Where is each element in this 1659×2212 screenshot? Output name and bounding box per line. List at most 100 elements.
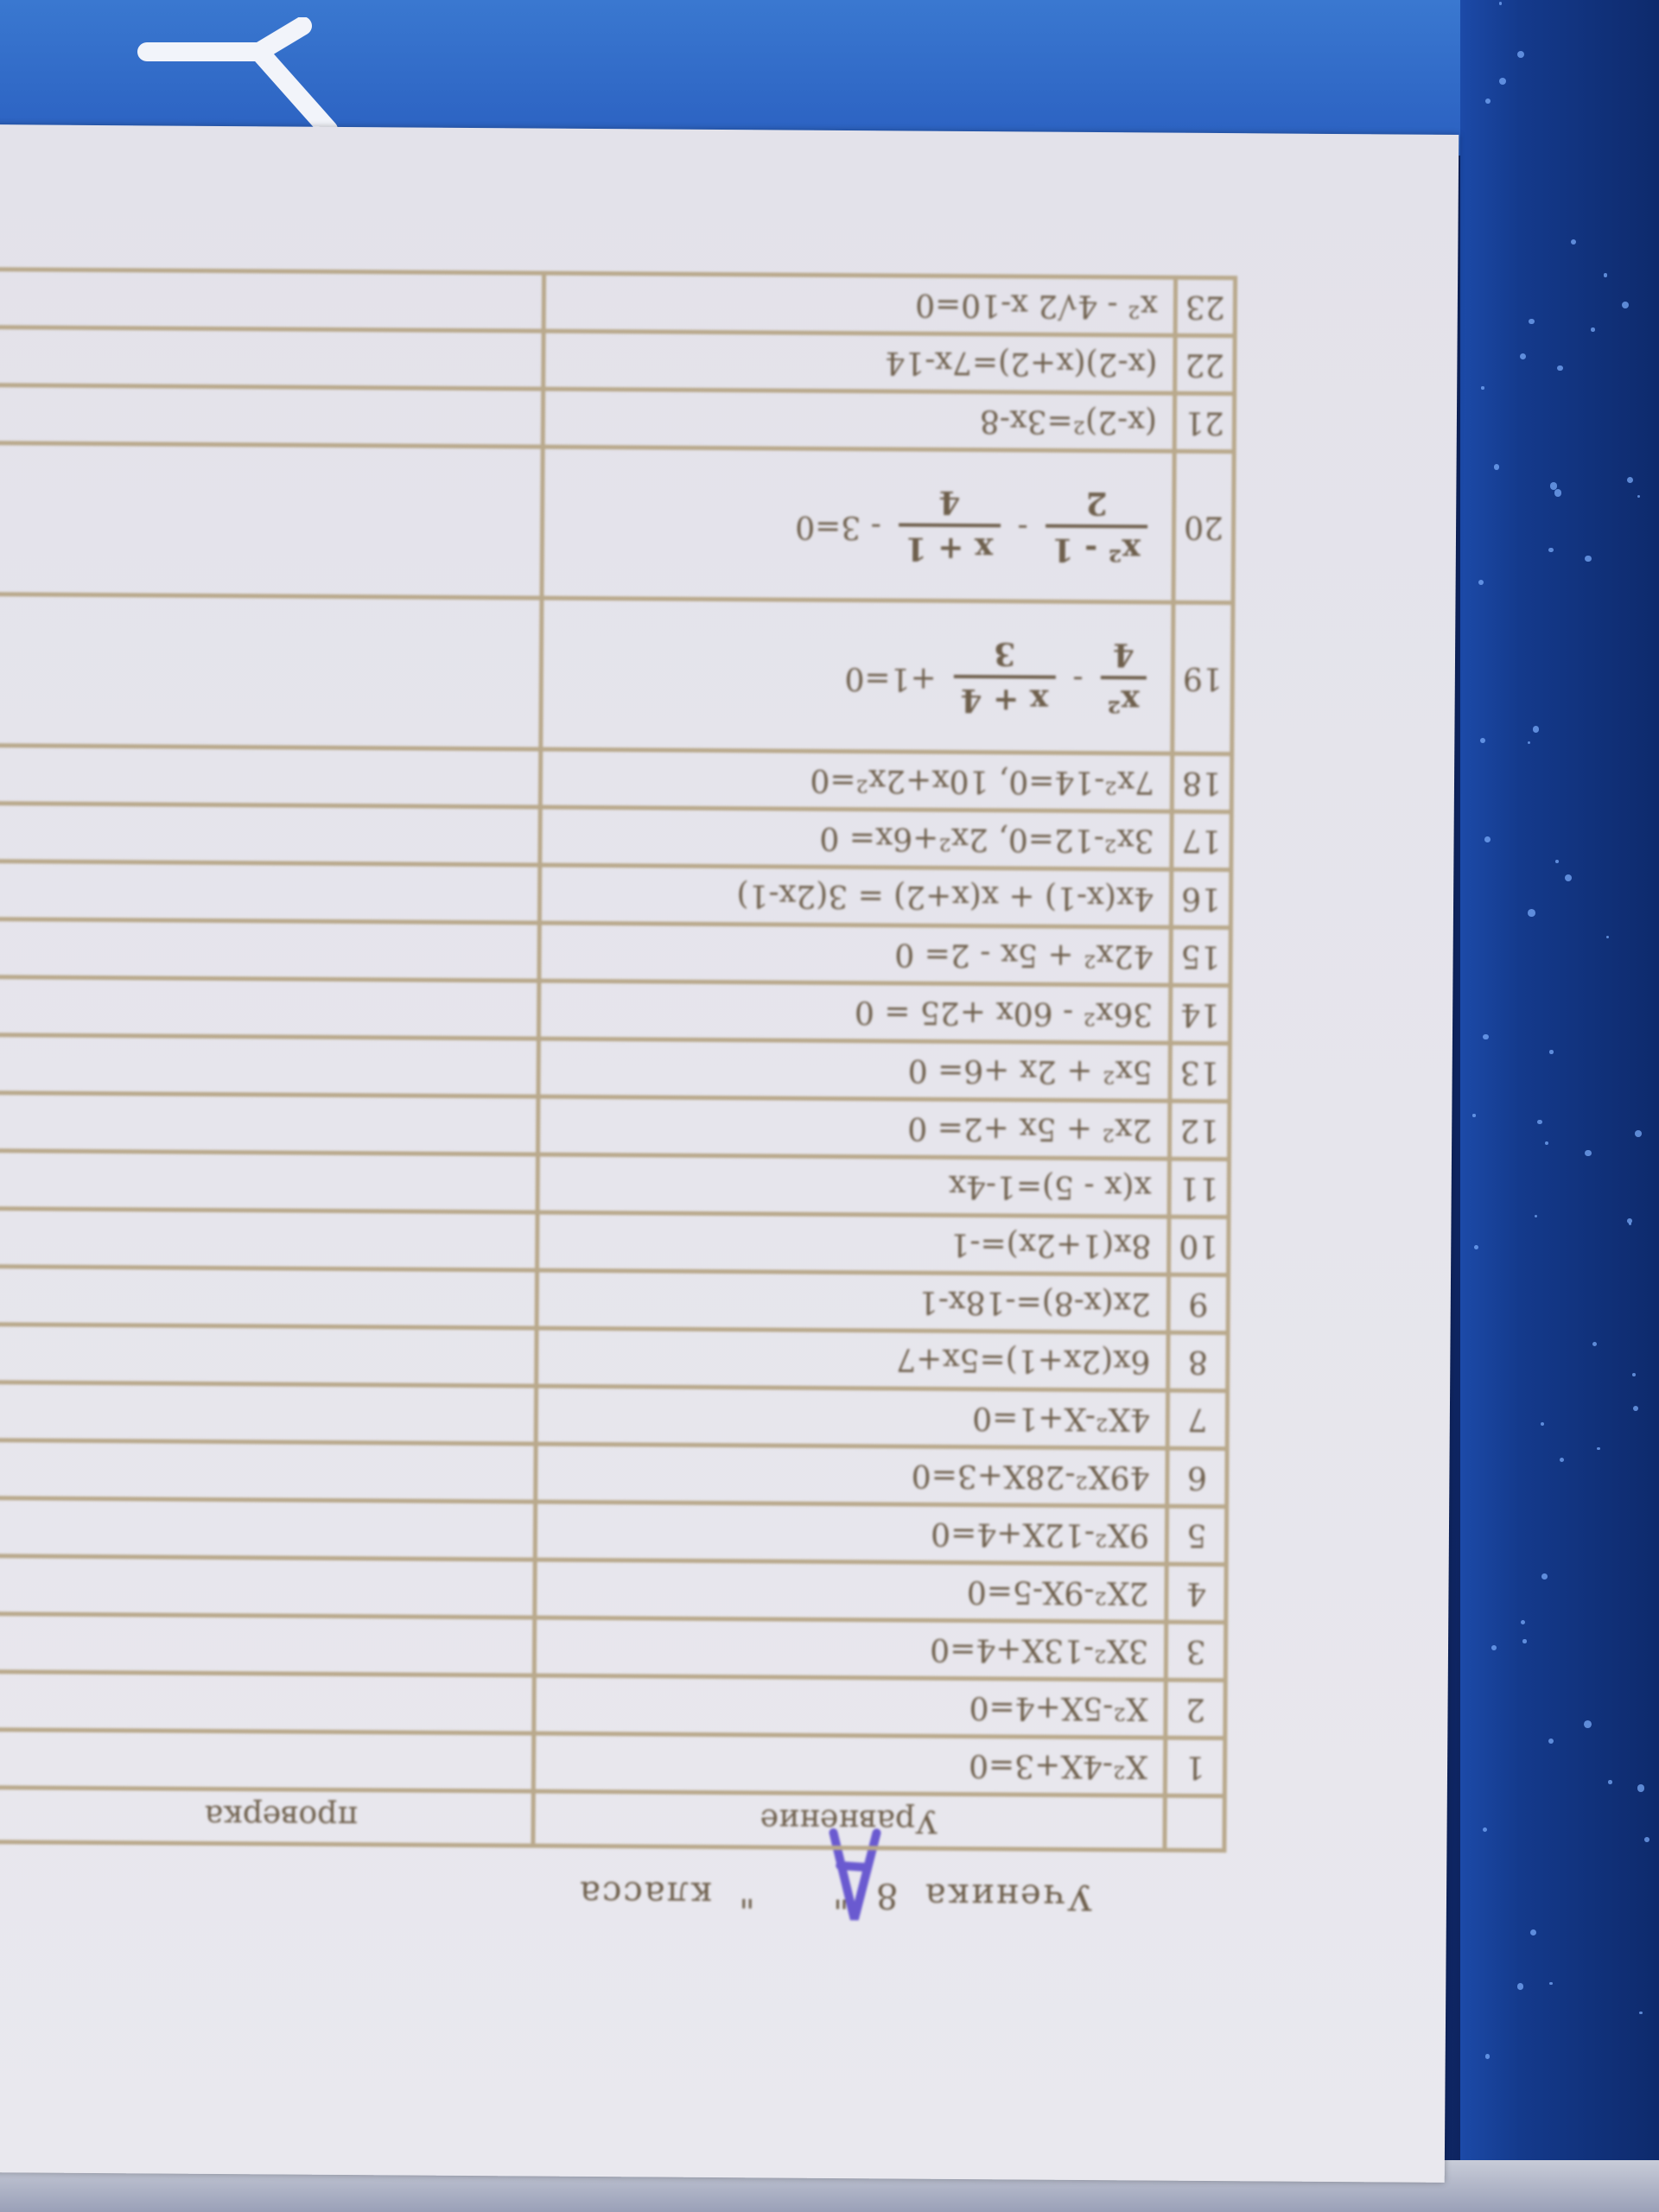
denominator: 4 xyxy=(938,483,961,520)
background-speck xyxy=(1534,1214,1537,1217)
background-speck xyxy=(1540,1422,1544,1427)
check-cell xyxy=(0,1729,534,1792)
header-equation: Уравнение xyxy=(532,1791,1166,1851)
table-row: 18 7x²-14=0, 10x+2x²=0 xyxy=(0,745,1232,812)
header-check: проверка xyxy=(0,1787,533,1847)
equation-text: 4X²-X+1=0 xyxy=(972,1400,1150,1438)
row-number: 19 xyxy=(1172,602,1233,754)
background-speck xyxy=(1585,556,1592,563)
equation-cell: X²-5X+4=0 xyxy=(533,1675,1166,1738)
equation-tail: +1=0 xyxy=(844,660,937,696)
table-row: 10 8x(1+2x)=-1 xyxy=(0,1208,1230,1275)
background-speck xyxy=(1592,1341,1598,1346)
background-speck xyxy=(1484,2054,1491,2059)
background-speck xyxy=(1585,1149,1592,1157)
background-speck xyxy=(1626,476,1633,483)
background-speck xyxy=(1584,1719,1592,1728)
background-speck xyxy=(1528,908,1535,917)
background-speck xyxy=(1537,1119,1542,1125)
background-speck xyxy=(1532,726,1540,733)
check-cell xyxy=(0,327,543,390)
table-row: 23 x² - 4√2 x-10=0 xyxy=(0,269,1236,336)
equation-text: 36x² - 60x +25 = 0 xyxy=(854,994,1154,1033)
row-number: 15 xyxy=(1170,927,1231,986)
equation-cell: 2X²-9X-5=0 xyxy=(534,1560,1167,1623)
table-row: 17 3x²-12=0, 2x²+6x= 0 xyxy=(0,803,1232,870)
check-cell xyxy=(0,745,541,808)
equation-text: 3x²-12=0, 2x²+6x= 0 xyxy=(819,820,1154,859)
check-cell xyxy=(0,594,542,750)
background-speck xyxy=(1483,1033,1490,1040)
row-number: 22 xyxy=(1174,335,1236,394)
row-number: 5 xyxy=(1166,1506,1227,1565)
equation-cell: 8x(1+2x)=-1 xyxy=(537,1212,1169,1275)
table-row: 13 5x² + 2x +6= 0 xyxy=(0,1034,1230,1102)
background-speck xyxy=(1605,936,1609,939)
background-speck xyxy=(1498,2,1503,5)
background-speck xyxy=(1564,874,1573,882)
background-speck xyxy=(1478,579,1484,585)
equation-cell: 3x²-12=0, 2x²+6x= 0 xyxy=(539,807,1173,870)
background-speck xyxy=(1597,1446,1601,1451)
equation-text: 2x(x-8)=-18x-1 xyxy=(918,1284,1151,1322)
table-row: 1 X²-4X+3=0 xyxy=(0,1729,1225,1796)
equation-text: 2x² + 5x +2= 0 xyxy=(907,1110,1153,1148)
check-cell xyxy=(0,1440,536,1503)
table-row: 6 49X²-28X+3=0 xyxy=(0,1440,1228,1507)
row-number: 21 xyxy=(1174,393,1235,452)
background-speck xyxy=(1541,1573,1548,1580)
operator: - xyxy=(1072,661,1084,697)
check-cell xyxy=(0,861,540,924)
denominator: 4 xyxy=(1112,636,1135,673)
denominator: 2 xyxy=(1085,484,1108,522)
background-speck xyxy=(1499,77,1507,85)
operator: - xyxy=(1017,510,1028,546)
equation-text: 9X²-12X+4=0 xyxy=(931,1516,1150,1554)
equation-cell: (x-2)(x+2)=7x-14 xyxy=(543,331,1176,394)
equation-cell: x² - 4√2 x-10=0 xyxy=(543,273,1176,336)
equation-cell: 36x² - 60x +25 = 0 xyxy=(537,981,1171,1044)
table-row: 16 4x(x-1) + x(x+2) = 3(2x-1) xyxy=(0,861,1231,928)
equation-text: (x-2)(x+2)=7x-14 xyxy=(885,344,1158,383)
denominator: 3 xyxy=(994,635,1016,672)
background-speck xyxy=(1517,1983,1524,1990)
equation-cell: 7x²-14=0, 10x+2x²=0 xyxy=(539,749,1173,812)
equation-cell: 2x(x-8)=-18x-1 xyxy=(536,1270,1169,1333)
table-row: 22 (x-2)(x+2)=7x-14 xyxy=(0,327,1236,394)
table-row: 14 36x² - 60x +25 = 0 xyxy=(0,976,1230,1044)
table-row: 9 2x(x-8)=-18x-1 xyxy=(0,1266,1229,1333)
equation-text: 42x² + 5x - 2= 0 xyxy=(894,936,1154,975)
row-number: 23 xyxy=(1175,277,1236,336)
background-speck xyxy=(1472,1114,1476,1117)
numerator: x² xyxy=(1100,676,1147,720)
check-cell xyxy=(0,1324,537,1387)
equation-cell: 4x(x-1) + x(x+2) = 3(2x-1) xyxy=(538,865,1172,928)
background-speck xyxy=(1522,1639,1527,1643)
background-speck xyxy=(1549,1050,1554,1054)
background-speck xyxy=(1637,1783,1645,1792)
background-speck xyxy=(1557,365,1563,372)
row-number: 3 xyxy=(1166,1622,1226,1681)
background-speck xyxy=(1549,482,1558,491)
equation-cell: 42x² + 5x - 2= 0 xyxy=(538,923,1172,986)
equation-cell: (x-2)²=3x-8 xyxy=(542,389,1175,452)
background-speck xyxy=(1520,1620,1526,1625)
row-number: 20 xyxy=(1173,451,1235,603)
background-speck xyxy=(1637,494,1640,499)
background-speck xyxy=(1591,327,1595,332)
equation-text: 5x² + 2x +6= 0 xyxy=(907,1052,1153,1090)
table-header-row: Уравнение проверка xyxy=(0,1787,1225,1851)
background-speck xyxy=(1527,741,1531,745)
table-row: 19 x² 4- x + 4 3 +1=0 xyxy=(0,594,1233,754)
background-speck xyxy=(1644,1837,1649,1843)
check-cell xyxy=(0,803,540,866)
row-number: 18 xyxy=(1172,753,1232,812)
background-speck xyxy=(1516,50,1524,58)
check-cell xyxy=(0,385,543,448)
table-row: 7 4X²-X+1=0 xyxy=(0,1382,1228,1449)
background-speck xyxy=(1481,386,1484,390)
row-number: 9 xyxy=(1168,1274,1229,1333)
header-number-cell xyxy=(1164,1796,1225,1851)
